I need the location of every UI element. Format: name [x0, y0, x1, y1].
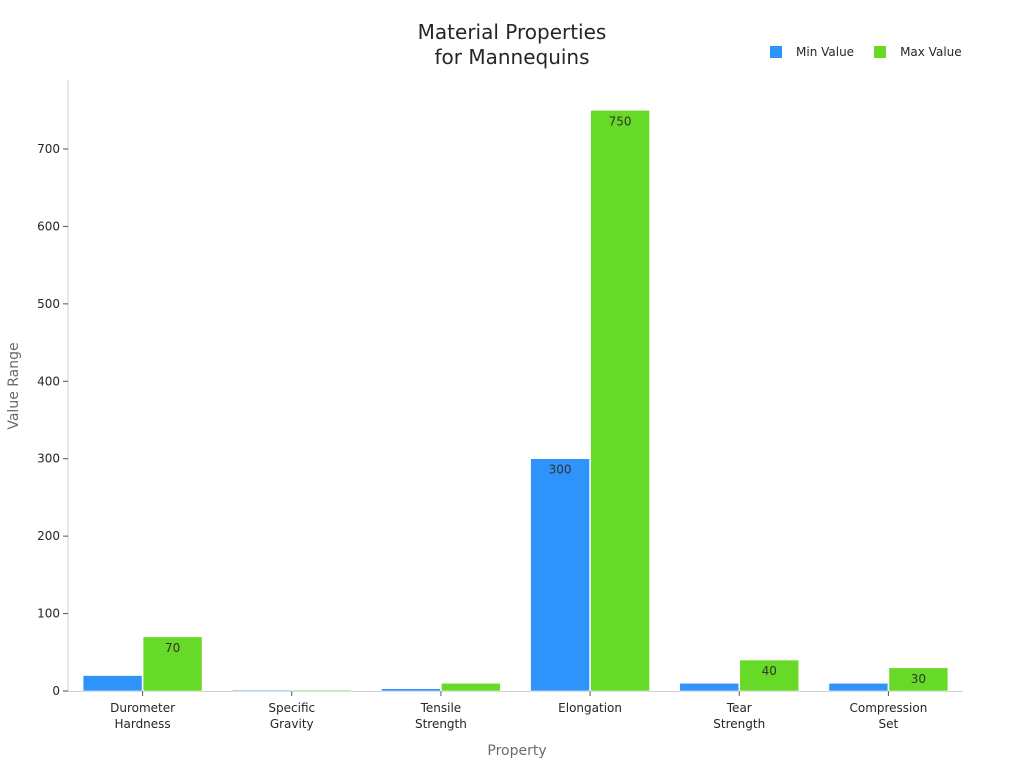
- legend-label-max: Max Value: [900, 45, 962, 59]
- chart-title-line-1: Material Properties: [417, 20, 607, 44]
- y-tick-label: 200: [37, 529, 60, 543]
- legend-swatch-min-icon: [770, 46, 782, 58]
- x-tick-label: Gravity: [270, 717, 314, 731]
- legend-label-min: Min Value: [796, 45, 855, 59]
- bar-min[interactable]: [231, 689, 292, 692]
- x-axis-title: Property: [487, 743, 546, 759]
- y-tick-label: 0: [52, 684, 60, 698]
- x-tick-label: Compression: [849, 701, 927, 715]
- x-tick-label: Hardness: [114, 717, 170, 731]
- legend-item-max[interactable]: Max Value: [874, 45, 962, 59]
- x-axis: Durometer Hardness Specific Gravity Tensile S…: [68, 691, 963, 731]
- bar-value-label: 300: [549, 463, 572, 477]
- bar-min[interactable]: [82, 675, 143, 692]
- y-tick-label: 600: [37, 219, 60, 233]
- y-axis: 0 100 200 300 400 500 600 700: [37, 80, 69, 698]
- bar-min[interactable]: [530, 458, 590, 692]
- bar-max[interactable]: [142, 636, 203, 692]
- legend-swatch-max-icon: [874, 46, 887, 58]
- chart-title: Material Properties for Mannequins: [312, 20, 712, 70]
- bar-min[interactable]: [828, 682, 889, 692]
- x-tick-label: Durometer: [110, 701, 175, 715]
- bar-max[interactable]: [590, 109, 650, 692]
- legend-item-min[interactable]: Min Value: [770, 45, 854, 59]
- y-tick-label: 100: [37, 607, 60, 621]
- bar-max[interactable]: [291, 689, 352, 692]
- y-tick-label: 300: [37, 452, 60, 466]
- y-tick-label: 700: [37, 142, 60, 156]
- y-tick-label: 500: [37, 297, 60, 311]
- x-tick-label: Tear: [726, 701, 752, 715]
- y-axis-title: Value Range: [6, 342, 22, 429]
- chart-legend: Min Value Max Value: [770, 45, 982, 59]
- bar-value-label: 750: [609, 114, 632, 128]
- x-tick-label: Strength: [713, 717, 765, 731]
- bar-value-label: 40: [762, 664, 777, 678]
- x-tick-label: Tensile: [420, 701, 462, 715]
- bar-max[interactable]: [739, 659, 800, 692]
- bar-min[interactable]: [679, 682, 740, 692]
- x-tick-label: Set: [879, 717, 899, 731]
- bar-min[interactable]: [381, 688, 441, 692]
- y-tick-label: 400: [37, 374, 60, 388]
- chart-title-line-2: for Mannequins: [434, 45, 590, 69]
- x-tick-label: Elongation: [558, 701, 622, 715]
- bar-max[interactable]: [441, 682, 501, 692]
- x-tick-label: Strength: [415, 717, 467, 731]
- bar-value-label: 70: [165, 641, 180, 655]
- bar-max[interactable]: [888, 667, 949, 692]
- bar-value-label: 30: [911, 672, 926, 686]
- bars: 70 300 750 40 30: [82, 109, 949, 692]
- x-tick-label: Specific: [268, 701, 315, 715]
